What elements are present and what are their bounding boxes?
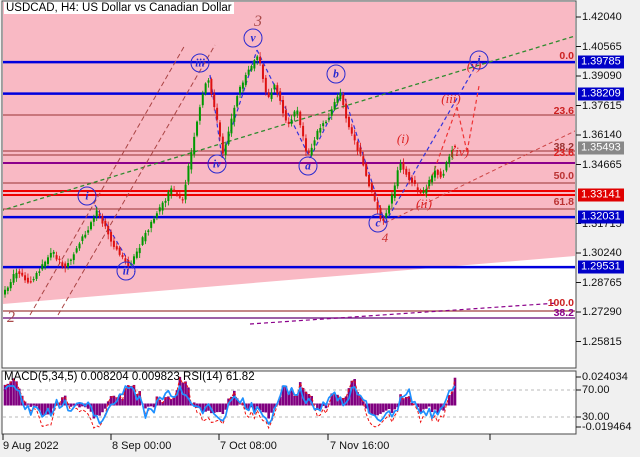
chart-canvas[interactable] xyxy=(0,0,640,457)
trading-chart-window: USDCAD, H4: US Dollar vs Canadian Dollar… xyxy=(0,0,640,457)
